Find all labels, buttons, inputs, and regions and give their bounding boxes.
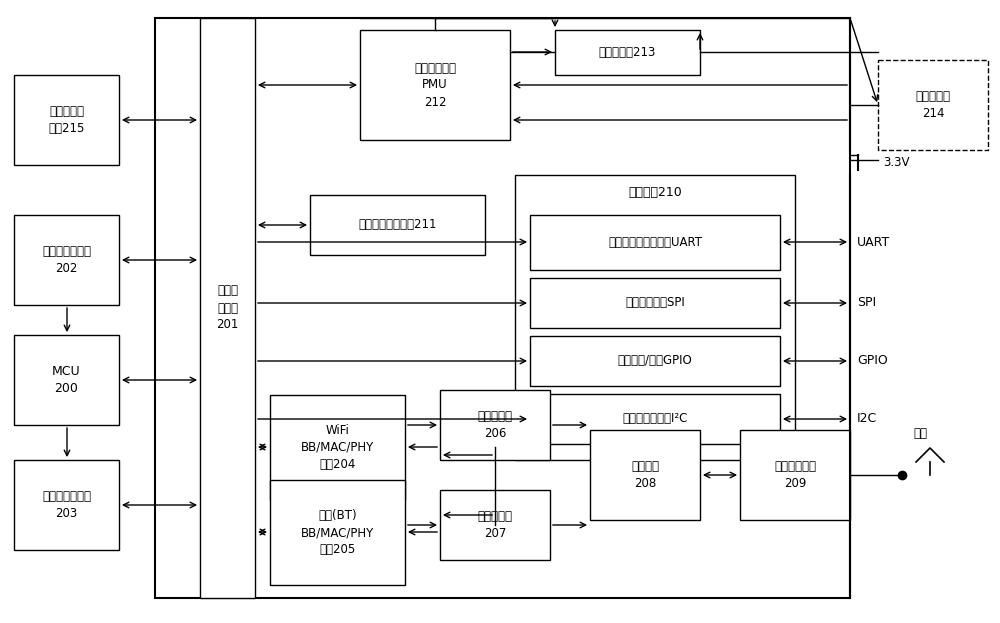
Bar — [14, 460, 119, 550]
Bar — [530, 278, 780, 328]
Text: 蓝牙(BT)
BB/MAC/PHY
单元205: 蓝牙(BT) BB/MAC/PHY 单元205 — [301, 509, 374, 556]
Bar — [270, 480, 405, 585]
Text: 串行外设接口SPI: 串行外设接口SPI — [625, 297, 685, 310]
Text: 外围接口210: 外围接口210 — [628, 186, 682, 199]
Bar — [530, 394, 780, 444]
Bar — [14, 335, 119, 425]
Text: 第一振荡器213: 第一振荡器213 — [599, 46, 656, 59]
Text: MCU
200: MCU 200 — [52, 365, 81, 395]
Text: 天线: 天线 — [913, 427, 927, 440]
Bar — [14, 75, 119, 165]
Bar — [878, 60, 988, 150]
Text: 数模转换器
207: 数模转换器 207 — [478, 510, 512, 540]
Bar — [515, 175, 795, 460]
Text: 匹配及滤波器
209: 匹配及滤波器 209 — [774, 460, 816, 490]
Bar — [14, 215, 119, 305]
Text: 3.3V: 3.3V — [883, 156, 910, 169]
Text: 系统总
线单元
201: 系统总 线单元 201 — [216, 285, 239, 331]
Bar — [590, 430, 700, 520]
Bar — [155, 18, 850, 598]
Text: WiFi
BB/MAC/PHY
单元204: WiFi BB/MAC/PHY 单元204 — [301, 424, 374, 471]
Bar — [740, 430, 850, 520]
Text: 第二振荡器
214: 第二振荡器 214 — [916, 90, 950, 120]
Text: I2C: I2C — [857, 412, 877, 426]
Text: 随机存取存储器
203: 随机存取存储器 203 — [42, 490, 91, 520]
Text: 两线式串行总线I²C: 两线式串行总线I²C — [622, 412, 688, 426]
Bar — [440, 490, 550, 560]
Text: 通用异步收发传输器UART: 通用异步收发传输器UART — [608, 236, 702, 249]
Text: 射频前端
208: 射频前端 208 — [631, 460, 659, 490]
Text: 红外传感器
单元215: 红外传感器 单元215 — [48, 105, 85, 135]
Text: UART: UART — [857, 235, 890, 249]
Bar — [360, 30, 510, 140]
Text: SPI: SPI — [857, 297, 876, 310]
Bar — [530, 336, 780, 386]
Bar — [555, 30, 700, 75]
Bar — [530, 215, 780, 270]
Text: 通用输入/输出GPIO: 通用输入/输出GPIO — [618, 354, 692, 368]
Text: GPIO: GPIO — [857, 354, 888, 368]
Text: 电源管理单元
PMU
212: 电源管理单元 PMU 212 — [414, 62, 456, 108]
Text: 温湿度传感器单元211: 温湿度传感器单元211 — [358, 219, 437, 232]
Bar — [440, 390, 550, 460]
Text: 闪存存取存储器
202: 闪存存取存储器 202 — [42, 245, 91, 275]
Text: 模数转换器
206: 模数转换器 206 — [478, 410, 512, 440]
Bar — [310, 195, 485, 255]
Bar — [270, 395, 405, 500]
Bar — [200, 18, 255, 598]
